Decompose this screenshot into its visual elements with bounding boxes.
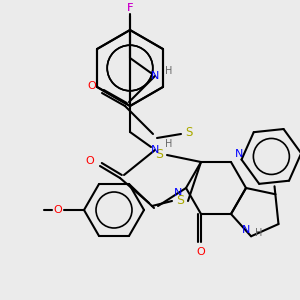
Text: H: H	[165, 139, 173, 149]
Text: N: N	[151, 71, 159, 81]
Text: O: O	[196, 247, 206, 257]
Text: S: S	[185, 127, 193, 140]
Text: S: S	[155, 148, 163, 160]
Text: O: O	[88, 81, 96, 91]
Text: H: H	[165, 66, 173, 76]
Text: N: N	[242, 225, 250, 235]
Text: N: N	[151, 145, 159, 155]
Text: N: N	[235, 149, 243, 159]
Text: H: H	[255, 228, 263, 238]
Text: O: O	[85, 156, 94, 166]
Text: F: F	[127, 3, 133, 13]
Text: O: O	[54, 205, 62, 215]
Text: S: S	[176, 194, 184, 206]
Text: F: F	[127, 3, 133, 13]
Text: N: N	[174, 188, 182, 198]
